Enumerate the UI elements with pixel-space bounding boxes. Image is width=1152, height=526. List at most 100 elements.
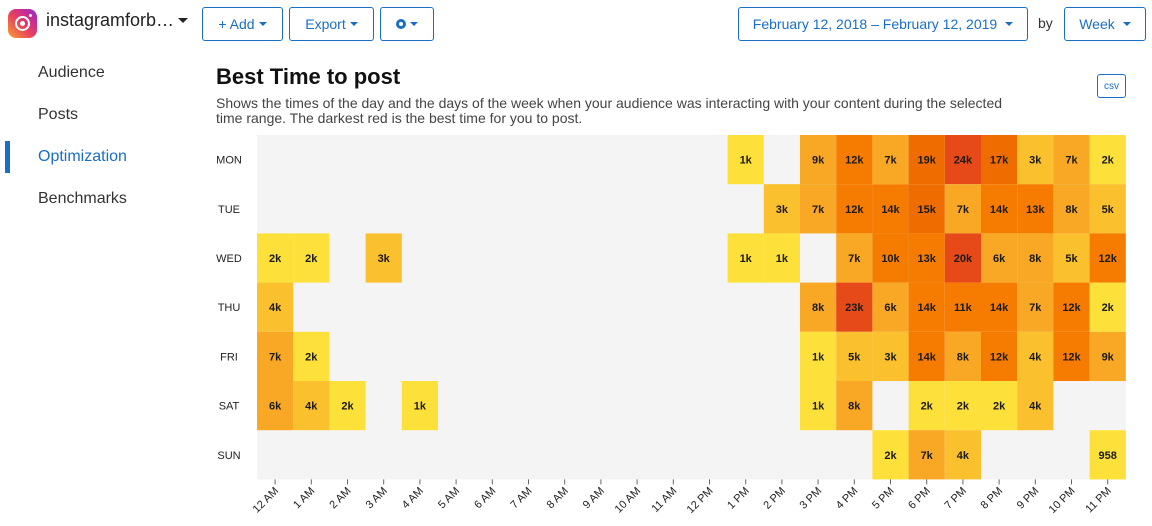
- interval-select[interactable]: Week: [1064, 7, 1146, 41]
- heatmap-cell[interactable]: [1017, 381, 1054, 431]
- heatmap-cell[interactable]: [836, 184, 873, 234]
- heatmap-cell-label: 4k: [305, 401, 318, 413]
- heatmap-cell[interactable]: [981, 381, 1018, 431]
- heatmap-cell[interactable]: [908, 381, 945, 431]
- export-button[interactable]: Export: [289, 7, 374, 41]
- x-axis-label: 1 PM: [725, 485, 752, 512]
- settings-button[interactable]: [380, 7, 434, 41]
- heatmap-cell[interactable]: [836, 233, 873, 283]
- date-range-picker[interactable]: February 12, 2018 – February 12, 2019: [738, 7, 1028, 41]
- heatmap-cell[interactable]: [293, 331, 330, 381]
- sidebar-item-audience[interactable]: Audience: [0, 52, 200, 94]
- heatmap-cell[interactable]: [1089, 430, 1126, 480]
- heatmap-cell[interactable]: [944, 430, 981, 480]
- heatmap-cell[interactable]: [1017, 282, 1054, 332]
- x-axis-label: 11 PM: [1083, 485, 1113, 515]
- heatmap-cell-label: 7k: [812, 204, 825, 216]
- heatmap-cell[interactable]: [763, 184, 800, 234]
- by-label: by: [1038, 15, 1053, 31]
- heatmap-cell[interactable]: [944, 282, 981, 332]
- heatmap-cell-label: 14k: [990, 204, 1009, 216]
- heatmap-cell[interactable]: [257, 282, 294, 332]
- csv-download-button[interactable]: csv: [1097, 74, 1126, 98]
- heatmap-cell[interactable]: [401, 381, 438, 431]
- x-axis-label: 6 PM: [906, 485, 933, 512]
- heatmap-cell[interactable]: [1089, 331, 1126, 381]
- heatmap-cell[interactable]: [800, 135, 837, 185]
- heatmap-cell[interactable]: [836, 282, 873, 332]
- heatmap-cell[interactable]: [727, 233, 764, 283]
- heatmap-cell[interactable]: [1089, 233, 1126, 283]
- add-button[interactable]: + Add: [202, 7, 283, 41]
- heatmap-cell[interactable]: [908, 184, 945, 234]
- account-switcher[interactable]: instagramforb…: [46, 10, 189, 31]
- sidebar-item-benchmarks[interactable]: Benchmarks: [0, 178, 200, 220]
- heatmap-cell[interactable]: [872, 135, 909, 185]
- heatmap-cell[interactable]: [908, 282, 945, 332]
- csv-label: csv: [1104, 80, 1119, 92]
- sidebar-item-posts[interactable]: Posts: [0, 94, 200, 136]
- heatmap-cell[interactable]: [257, 233, 294, 283]
- heatmap-cell[interactable]: [836, 135, 873, 185]
- heatmap-cell[interactable]: [944, 135, 981, 185]
- heatmap-cell[interactable]: [944, 184, 981, 234]
- heatmap-cell[interactable]: [872, 430, 909, 480]
- heatmap-cell[interactable]: [872, 184, 909, 234]
- heatmap-cell[interactable]: [872, 331, 909, 381]
- x-axis-label: 2 AM: [327, 485, 353, 511]
- heatmap-cell-label: 3k: [776, 204, 789, 216]
- heatmap-cell[interactable]: [1017, 184, 1054, 234]
- heatmap-cell[interactable]: [800, 282, 837, 332]
- heatmap-cell[interactable]: [365, 233, 402, 283]
- heatmap-cell[interactable]: [836, 331, 873, 381]
- heatmap-cell-label: 12k: [990, 351, 1009, 363]
- heatmap-cell[interactable]: [981, 233, 1018, 283]
- heatmap-cell[interactable]: [727, 135, 764, 185]
- heatmap-cell[interactable]: [981, 184, 1018, 234]
- heatmap-cell[interactable]: [908, 233, 945, 283]
- heatmap-cell-label: 12k: [845, 204, 864, 216]
- heatmap-cell[interactable]: [800, 331, 837, 381]
- heatmap-cell[interactable]: [1053, 331, 1090, 381]
- heatmap-cell[interactable]: [908, 331, 945, 381]
- heatmap-cell[interactable]: [908, 430, 945, 480]
- heatmap-cell[interactable]: [257, 381, 294, 431]
- x-axis-label: 12 AM: [251, 485, 282, 516]
- heatmap-cell[interactable]: [1089, 184, 1126, 234]
- heatmap-cell[interactable]: [1053, 282, 1090, 332]
- heatmap-cell-label: 4k: [957, 450, 970, 462]
- heatmap-cell[interactable]: [800, 184, 837, 234]
- heatmap-cell[interactable]: [1017, 331, 1054, 381]
- x-axis-label: 11 AM: [649, 485, 679, 515]
- x-axis-label: 5 PM: [870, 485, 897, 512]
- heatmap-cell[interactable]: [981, 331, 1018, 381]
- heatmap-cell[interactable]: [293, 381, 330, 431]
- heatmap-cell[interactable]: [872, 282, 909, 332]
- heatmap-cell[interactable]: [257, 331, 294, 381]
- heatmap-cell[interactable]: [763, 233, 800, 283]
- heatmap-cell[interactable]: [1089, 282, 1126, 332]
- heatmap-cell[interactable]: [1053, 233, 1090, 283]
- heatmap-cell[interactable]: [329, 381, 366, 431]
- heatmap-cell[interactable]: [908, 135, 945, 185]
- heatmap-cell[interactable]: [800, 381, 837, 431]
- x-axis-label: 3 PM: [798, 485, 825, 512]
- x-axis-label: 2 PM: [761, 485, 788, 512]
- heatmap-cell[interactable]: [1053, 184, 1090, 234]
- heatmap-cell[interactable]: [1017, 135, 1054, 185]
- heatmap-cell[interactable]: [944, 331, 981, 381]
- heatmap-cell[interactable]: [944, 381, 981, 431]
- heatmap-cell[interactable]: [1017, 233, 1054, 283]
- heatmap-cell[interactable]: [1089, 135, 1126, 185]
- heatmap-cell[interactable]: [836, 381, 873, 431]
- heatmap-cell[interactable]: [872, 233, 909, 283]
- sidebar-item-optimization[interactable]: Optimization: [0, 136, 200, 178]
- heatmap-cell[interactable]: [944, 233, 981, 283]
- heatmap-cell[interactable]: [981, 282, 1018, 332]
- heatmap-cell-label: 3k: [378, 253, 391, 265]
- interval-label: Week: [1079, 16, 1115, 32]
- heatmap-cell[interactable]: [981, 135, 1018, 185]
- heatmap-cell[interactable]: [1053, 135, 1090, 185]
- heatmap-cell[interactable]: [293, 233, 330, 283]
